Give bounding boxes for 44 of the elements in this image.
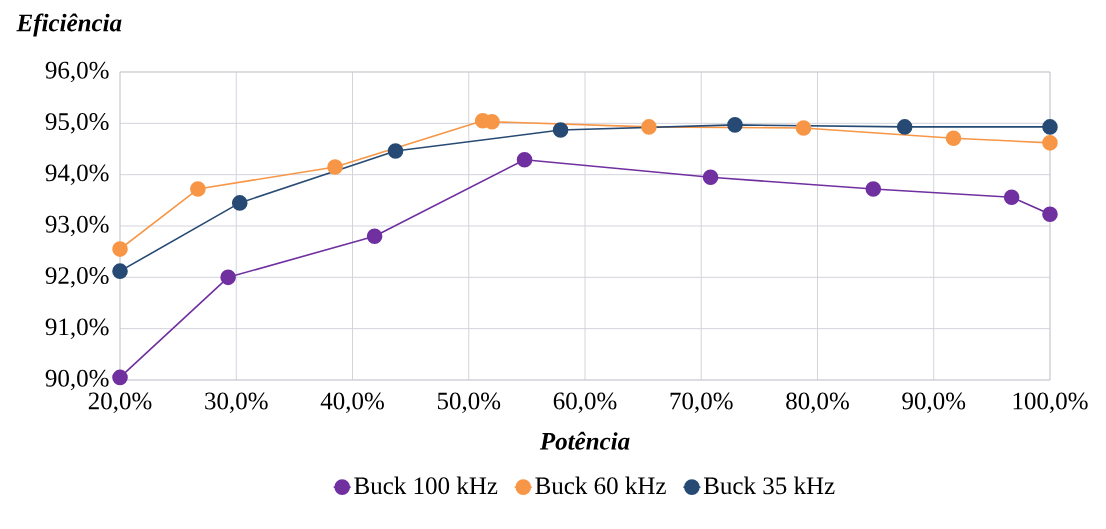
x-tick-label: 30,0%: [205, 392, 268, 413]
y-tick-label: 93,0%: [45, 215, 109, 237]
y-tick-label: 91,0%: [45, 318, 109, 339]
point: [190, 181, 206, 197]
point: [865, 181, 882, 197]
y-tick-label: 90,0%: [45, 369, 109, 391]
point: [516, 151, 533, 168]
point: [112, 369, 128, 386]
x-tick-label: 20,0%: [88, 392, 152, 413]
point: [727, 117, 743, 133]
point: [112, 263, 128, 279]
point: [231, 195, 248, 211]
y-tick-label: 94,0%: [45, 164, 109, 185]
y-tick-label: 95,0%: [45, 113, 109, 134]
point: [1042, 135, 1058, 151]
point: [945, 130, 962, 147]
x-tick-label: 50,0%: [437, 392, 501, 413]
point: [387, 143, 404, 159]
y-tick-label: 92,0%: [45, 267, 109, 288]
point: [702, 169, 719, 186]
point: [641, 119, 657, 135]
x-tick-label: 70,0%: [670, 392, 733, 413]
x-axis-title: Potência: [539, 431, 630, 450]
point: [552, 122, 569, 138]
legend-label: Buck 100 kHz: [354, 476, 498, 495]
x-tick-label: 80,0%: [786, 392, 849, 413]
x-tick-label: 100,0%: [1013, 392, 1088, 413]
x-tick-label: 90,0%: [902, 392, 966, 413]
point: [896, 119, 913, 135]
point: [795, 120, 812, 136]
x-tick-label: 60,0%: [553, 392, 617, 413]
point: [484, 113, 500, 130]
x-tick-label: 40,0%: [320, 392, 384, 413]
point: [327, 159, 343, 175]
legend-label: Buck 35 kHz: [703, 476, 835, 495]
y-tick-label: 96,0%: [45, 61, 109, 83]
point: [112, 241, 128, 257]
legend-label: Buck 60 kHz: [535, 476, 666, 495]
point: [1042, 119, 1058, 135]
point: [1042, 206, 1058, 222]
point: [1003, 189, 1020, 206]
y-axis-title: Eficiência: [16, 13, 122, 37]
point: [366, 228, 383, 245]
point: [220, 269, 236, 286]
